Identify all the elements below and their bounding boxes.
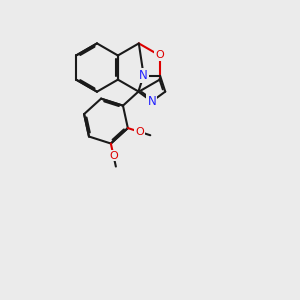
Text: O: O bbox=[135, 127, 144, 137]
Text: O: O bbox=[155, 50, 164, 61]
Text: O: O bbox=[109, 151, 118, 160]
Text: N: N bbox=[139, 69, 148, 82]
Text: N: N bbox=[147, 95, 156, 108]
